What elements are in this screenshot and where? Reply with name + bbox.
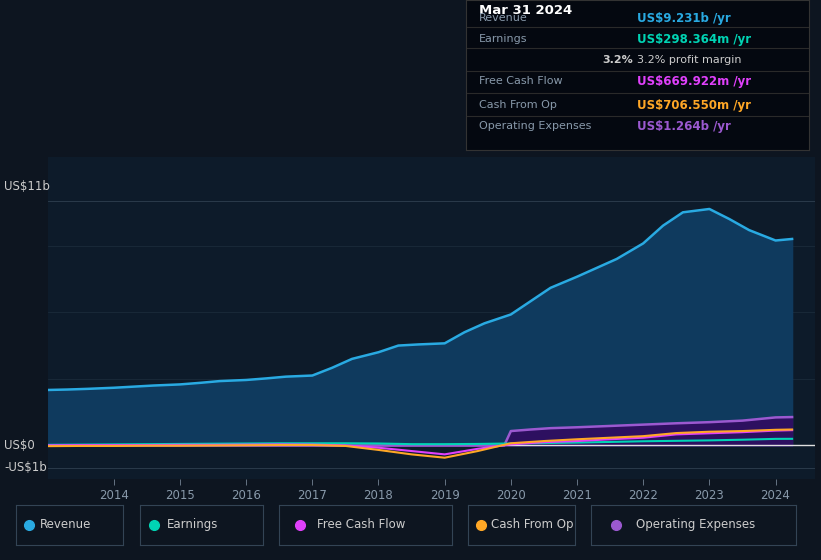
Text: Earnings: Earnings xyxy=(167,518,218,531)
Text: US$1.264b /yr: US$1.264b /yr xyxy=(637,120,731,133)
Text: Cash From Op: Cash From Op xyxy=(492,518,574,531)
Text: Revenue: Revenue xyxy=(479,13,528,23)
Text: Free Cash Flow: Free Cash Flow xyxy=(317,518,406,531)
Text: US$9.231b /yr: US$9.231b /yr xyxy=(637,12,731,25)
Text: Cash From Op: Cash From Op xyxy=(479,100,557,110)
Text: Operating Expenses: Operating Expenses xyxy=(636,518,755,531)
Text: US$11b: US$11b xyxy=(4,180,50,193)
Text: Free Cash Flow: Free Cash Flow xyxy=(479,76,563,86)
Text: 3.2% profit margin: 3.2% profit margin xyxy=(637,55,741,65)
Text: US$0: US$0 xyxy=(4,439,34,452)
Text: Earnings: Earnings xyxy=(479,34,528,44)
Text: -US$1b: -US$1b xyxy=(4,461,47,474)
Text: US$706.550m /yr: US$706.550m /yr xyxy=(637,99,751,111)
Text: Mar 31 2024: Mar 31 2024 xyxy=(479,4,572,17)
Text: US$669.922m /yr: US$669.922m /yr xyxy=(637,74,751,87)
Text: Operating Expenses: Operating Expenses xyxy=(479,121,592,131)
Text: Revenue: Revenue xyxy=(40,518,91,531)
Text: US$298.364m /yr: US$298.364m /yr xyxy=(637,32,751,45)
Text: 3.2%: 3.2% xyxy=(603,55,634,65)
